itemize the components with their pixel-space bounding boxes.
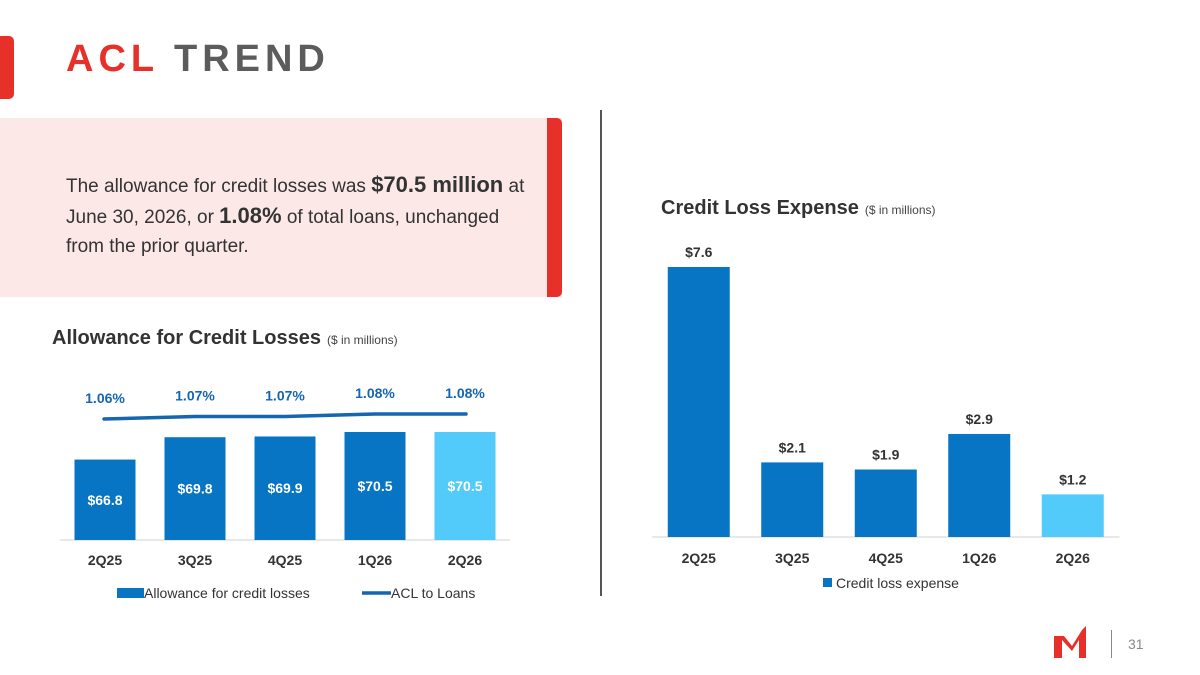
page-number: 31 — [1128, 636, 1144, 652]
acl-x-tick-label: 2Q25 — [88, 552, 122, 568]
summary-text: The allowance for credit losses was $70.… — [66, 170, 536, 261]
acl-bar-label: $70.5 — [447, 478, 482, 494]
acl-ratio-label: 1.08% — [445, 385, 485, 401]
callout-accent-bar — [547, 118, 562, 297]
expense-x-tick-label: 2Q25 — [682, 550, 716, 566]
expense-chart: $7.6 2Q25 $2.1 3Q25 $1.9 4Q25 $2.9 1Q26 $1.2 2Q26… — [652, 244, 1120, 591]
acl-x-tick-label: 1Q26 — [358, 552, 392, 568]
expense-x-tick-label: 2Q26 — [1056, 550, 1090, 566]
summary-text-part: at June 30, 2026, or — [66, 176, 525, 228]
legend-swatch-allowance — [117, 588, 144, 598]
summary-highlight-ratio: 1.08% — [219, 203, 282, 228]
acl-x-tick-label: 2Q26 — [448, 552, 482, 568]
acl-ratio-label: 1.07% — [265, 388, 305, 404]
title-accent-word: ACL — [66, 38, 159, 80]
expense-bar — [948, 433, 1011, 537]
title-word: TREND — [173, 38, 330, 80]
acl-chart: $66.8 2Q25 1.06% $69.8 3Q25 1.07% $69.9 4Q25 1.0… — [60, 385, 510, 601]
acl-ratio-line — [102, 412, 468, 421]
summary-text-part: of total loans, unchanged from the prior… — [66, 207, 500, 257]
company-logo — [1054, 626, 1086, 658]
expense-bar-label: $7.6 — [685, 244, 712, 260]
footer-divider — [1111, 630, 1112, 658]
expense-bar — [761, 462, 824, 537]
acl-bar-label: $69.8 — [177, 481, 212, 497]
summary-callout — [0, 118, 562, 297]
acl-bar — [434, 432, 496, 540]
acl-bar-label: $69.9 — [267, 480, 302, 496]
acl-ratio-label: 1.07% — [175, 388, 215, 404]
expense-chart-title: Credit Loss Expense ($ in millions) — [661, 197, 936, 220]
legend-label-allowance: Allowance for credit losses — [144, 585, 310, 601]
acl-bar-label: $70.5 — [357, 478, 392, 494]
acl-bar — [164, 437, 226, 540]
summary-text-part: The allowance for credit losses was — [66, 176, 372, 197]
acl-chart-title-text: Allowance for Credit Losses — [52, 327, 321, 349]
acl-bar — [344, 432, 406, 540]
expense-bar-label: $2.9 — [966, 411, 993, 427]
acl-bar — [74, 459, 136, 540]
vertical-divider — [600, 110, 602, 596]
legend-label-ratio: ACL to Loans — [391, 585, 475, 601]
acl-x-tick-label: 4Q25 — [268, 552, 302, 568]
expense-bar-label: $2.1 — [779, 439, 806, 455]
acl-chart-title: Allowance for Credit Losses ($ in million… — [52, 327, 398, 350]
title-accent-bar — [0, 36, 14, 99]
acl-x-tick-label: 3Q25 — [178, 552, 212, 568]
legend-label-expense: Credit loss expense — [836, 575, 959, 591]
page-title: ACL TREND — [66, 38, 330, 81]
expense-x-tick-label: 3Q25 — [775, 550, 809, 566]
expense-bar — [667, 267, 730, 537]
expense-bar — [854, 469, 917, 537]
acl-ratio-label: 1.08% — [355, 385, 395, 401]
acl-bar-label: $66.8 — [87, 492, 122, 508]
expense-bar-label: $1.9 — [872, 447, 899, 463]
acl-bar — [254, 436, 316, 540]
expense-chart-title-text: Credit Loss Expense — [661, 197, 859, 219]
expense-bar-label: $1.2 — [1059, 471, 1086, 487]
expense-x-tick-label: 1Q26 — [962, 550, 996, 566]
legend-swatch-expense — [823, 578, 832, 587]
expense-x-tick-label: 4Q25 — [869, 550, 903, 566]
acl-chart-subtitle: ($ in millions) — [326, 333, 398, 347]
expense-chart-subtitle: ($ in millions) — [864, 203, 936, 217]
summary-highlight-amount: $70.5 million — [371, 172, 504, 197]
expense-bar — [1041, 494, 1104, 537]
acl-ratio-label: 1.06% — [85, 390, 125, 406]
